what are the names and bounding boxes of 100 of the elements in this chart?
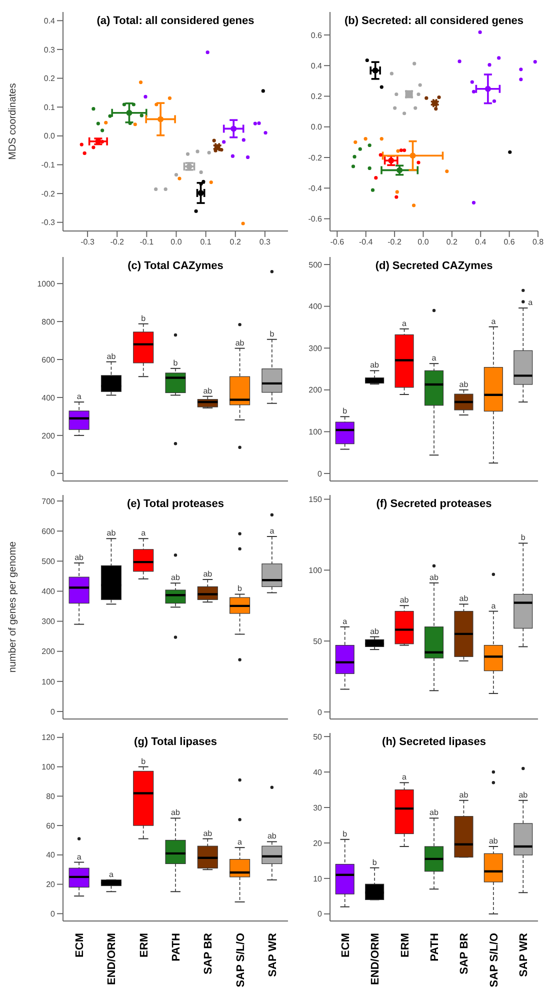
- point: [168, 96, 172, 100]
- y-tick-label: 400: [42, 587, 56, 596]
- point: [138, 80, 143, 84]
- point: [358, 147, 362, 151]
- x-tick-label: -0.6: [330, 238, 345, 247]
- y-tick-label: 80: [46, 792, 56, 801]
- point: [104, 120, 108, 124]
- point: [96, 122, 100, 126]
- point: [396, 149, 400, 153]
- y-tick-label: 0: [50, 707, 56, 716]
- y-tick-label: 0.4: [310, 61, 323, 70]
- y-tick-label: 500: [308, 260, 323, 270]
- y-tick-label: 0.6: [310, 30, 323, 40]
- point: [242, 138, 246, 142]
- x-tick-label: 0.2: [446, 238, 458, 247]
- point: [261, 89, 265, 93]
- annotation: ab: [459, 790, 469, 800]
- annotation: ab: [203, 569, 213, 578]
- y-tick-label: 300: [308, 344, 323, 353]
- x-tick-label: 0.2: [230, 238, 242, 247]
- point: [414, 106, 418, 110]
- point: [412, 62, 416, 66]
- point: [154, 102, 158, 106]
- point: [174, 173, 178, 177]
- point: [402, 148, 406, 152]
- annotation: b: [141, 314, 146, 323]
- annotation: a: [402, 772, 408, 782]
- annotation: ab: [171, 573, 180, 582]
- annotation: ab: [267, 832, 277, 841]
- y-tick-label: 200: [42, 647, 56, 656]
- annotation: a: [76, 392, 82, 402]
- annotation: ab: [400, 596, 410, 605]
- point: [365, 58, 369, 62]
- x-tick-label: SAP BR: [458, 932, 471, 974]
- point: [212, 138, 216, 142]
- point: [484, 86, 491, 92]
- point: [378, 153, 382, 157]
- annotation: ab: [518, 790, 528, 800]
- y-tick-label: 500: [42, 556, 56, 566]
- point: [80, 142, 84, 146]
- y-axis-title: MDS coordinates: [8, 83, 19, 160]
- y-tick-label: 0.0: [44, 132, 56, 141]
- annotation: a: [342, 616, 348, 626]
- point: [264, 130, 268, 135]
- point: [497, 56, 501, 60]
- y-tick-label: -0.4: [308, 184, 323, 193]
- point: [164, 187, 168, 192]
- annotation: a: [432, 354, 437, 363]
- annotation: ab: [430, 808, 439, 818]
- y-tick-label: 0: [318, 469, 323, 478]
- annotation: b: [342, 829, 348, 838]
- annotation: a: [76, 852, 82, 862]
- point: [508, 150, 512, 154]
- y-tick-label: 100: [42, 762, 56, 772]
- annotation: a: [491, 601, 496, 610]
- point: [108, 114, 112, 118]
- y-tick-label: 0: [318, 910, 323, 919]
- point: [437, 96, 441, 100]
- x-tick-label: END/ORM: [370, 933, 382, 985]
- x-tick-label: END/ORM: [106, 933, 118, 985]
- annotation: ab: [370, 626, 380, 636]
- x-tick-label: SAP WR: [266, 932, 279, 977]
- y-tick-label: 200: [42, 431, 56, 440]
- y-tick-label: 600: [42, 355, 56, 364]
- annotation: ab: [488, 836, 498, 846]
- point: [418, 83, 422, 87]
- y-tick-label: 0.2: [310, 92, 323, 102]
- y-tick-label: 0.3: [44, 45, 56, 54]
- x-tick-label: 0.4: [475, 238, 487, 247]
- y-tick-label: 50: [313, 636, 323, 646]
- point: [230, 154, 235, 158]
- y-tick-label: 700: [42, 496, 56, 506]
- x-tick-label: 0.3: [259, 238, 272, 247]
- annotation: ab: [203, 828, 213, 838]
- chart-title: (d) Secreted CAZymes: [374, 260, 494, 272]
- point: [434, 106, 438, 111]
- x-tick-label: 0.8: [532, 238, 544, 247]
- point: [257, 121, 261, 126]
- x-tick-label: PATH: [170, 932, 182, 962]
- x-tick-label: 0.6: [504, 238, 516, 247]
- point: [209, 180, 213, 184]
- point: [478, 30, 482, 34]
- y-tick-label: 0: [50, 469, 56, 478]
- chart-title: (b) Secreted: all considered genes: [343, 15, 525, 27]
- point: [82, 151, 86, 155]
- annotation: ab: [74, 552, 84, 562]
- point: [402, 112, 406, 116]
- point: [470, 80, 474, 84]
- chart-title: (g) Total lipases: [133, 736, 218, 748]
- y-tick-label: 100: [42, 677, 56, 686]
- point: [416, 160, 420, 164]
- annotation: ab: [235, 338, 245, 348]
- y-tick-label: 400: [308, 302, 323, 312]
- point: [380, 85, 384, 89]
- point: [132, 102, 136, 106]
- annotation: a: [402, 318, 408, 328]
- x-tick-label: ECM: [340, 933, 352, 958]
- annotation: a: [238, 838, 243, 847]
- point: [388, 158, 394, 164]
- point: [222, 140, 226, 144]
